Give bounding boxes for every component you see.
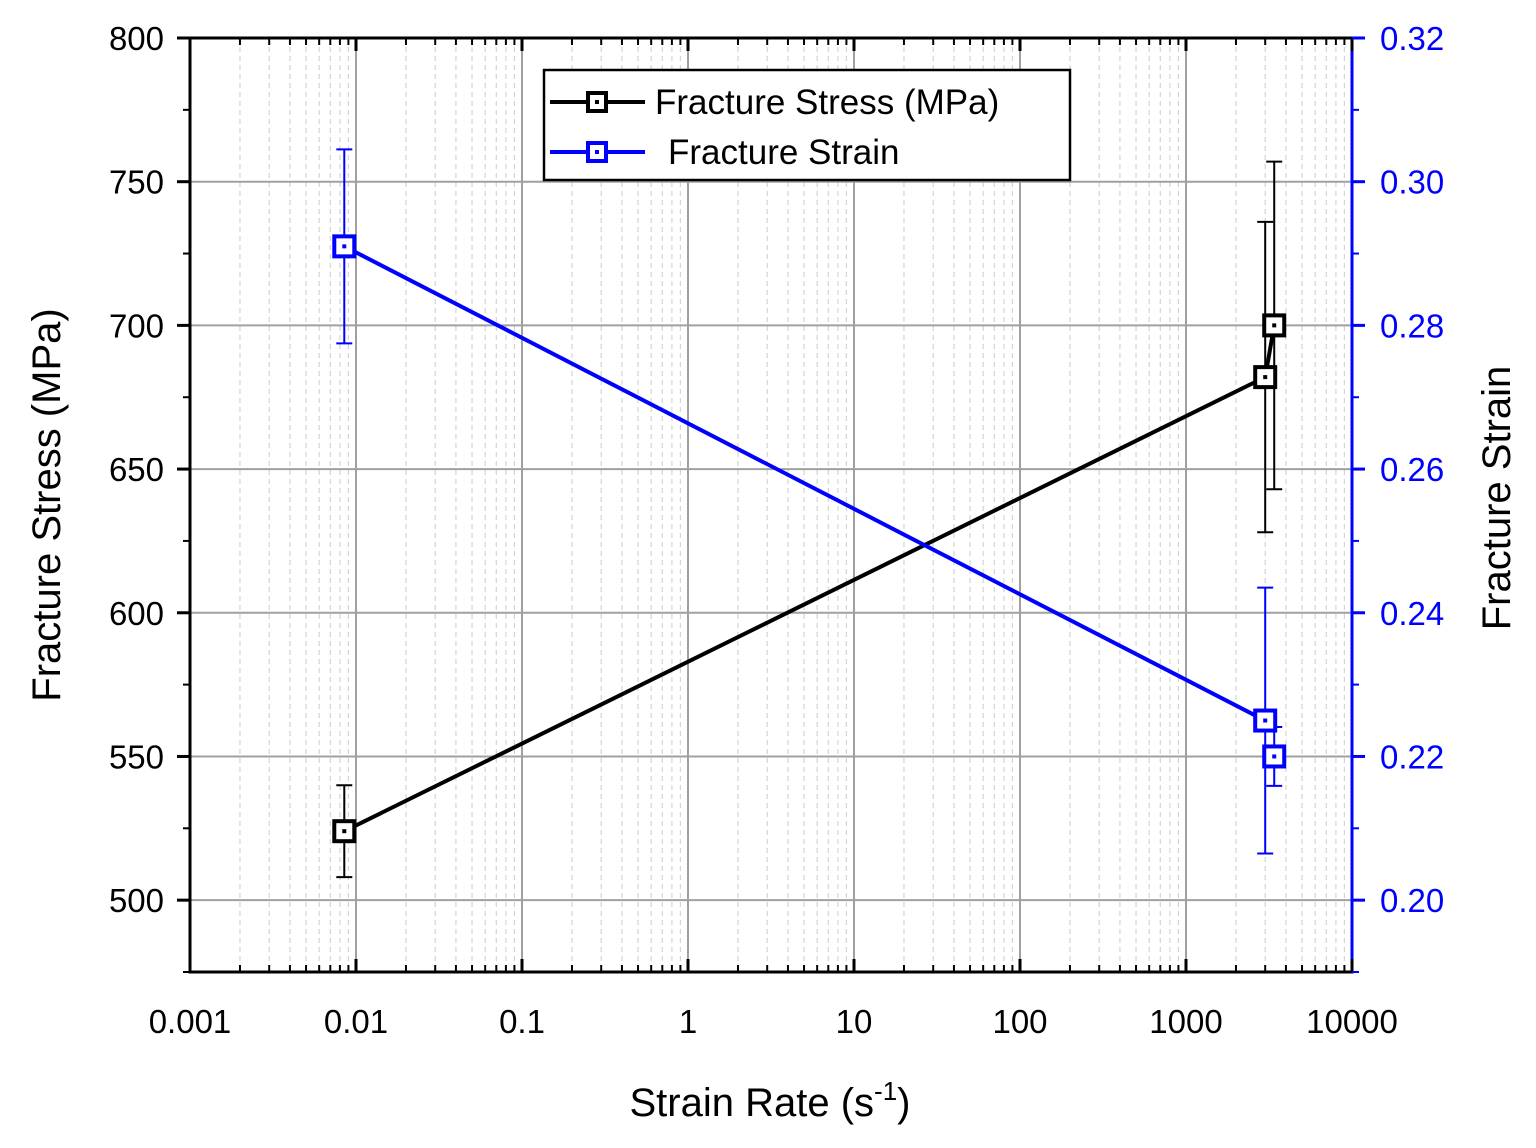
y-tick-label: 750 — [109, 164, 164, 201]
x-tick-label: 1 — [679, 1003, 697, 1040]
data-point-center — [1263, 718, 1268, 723]
legend-box — [542, 68, 1072, 182]
y2-tick-label: 0.32 — [1380, 20, 1444, 57]
y-tick-label: 650 — [109, 451, 164, 488]
x-tick-label: 1000 — [1149, 1003, 1222, 1040]
data-point-center — [342, 244, 347, 249]
y2-tick-label: 0.30 — [1380, 164, 1444, 201]
y2-tick-label: 0.20 — [1380, 882, 1444, 919]
y2-tick-label: 0.24 — [1380, 595, 1444, 632]
legend-stress-marker-dot — [595, 100, 599, 104]
data-points — [332, 234, 1287, 844]
y2-tick-label: 0.26 — [1380, 451, 1444, 488]
y2-tick-label: 0.28 — [1380, 307, 1444, 344]
y-tick-label: 500 — [109, 882, 164, 919]
tick-labels: 0.001 0.01 0.1 1 10 100 1000 10000 500 550 600 650 7… — [109, 20, 1444, 1040]
series-lines — [343, 244, 1277, 833]
y-tick-label: 700 — [109, 307, 164, 344]
gridlines — [190, 38, 1352, 972]
data-point-center — [1263, 375, 1268, 380]
error-bars — [336, 148, 1283, 879]
x-tick-label: 0.01 — [324, 1003, 388, 1040]
y2-tick-label: 0.22 — [1380, 738, 1444, 775]
y-tick-label: 800 — [109, 20, 164, 57]
legend-strain-marker-dot — [595, 150, 599, 154]
axis-ticks — [177, 36, 1365, 973]
x-tick-label: 0.1 — [499, 1003, 545, 1040]
legend-label-stress: Fracture Stress (MPa) — [655, 83, 999, 122]
legend-item-strain: Fracture Strain — [550, 133, 899, 172]
y-tick-label: 600 — [109, 595, 164, 632]
data-point-center — [342, 829, 347, 834]
x-tick-label: 10 — [836, 1003, 873, 1040]
x-tick-label: 100 — [992, 1003, 1047, 1040]
x-tick-label: 10000 — [1306, 1003, 1398, 1040]
series-line-0 — [343, 325, 1277, 833]
legend-label-strain: Fracture Strain — [668, 133, 899, 172]
legend: Fracture Stress (MPa) Fracture Strain — [542, 68, 1072, 182]
data-point-center — [1272, 323, 1277, 328]
legend-item-stress: Fracture Stress (MPa) — [550, 83, 999, 122]
y-tick-label: 550 — [109, 738, 164, 775]
y2-axis-title: Fracture Strain — [1475, 366, 1519, 631]
y-axis-title: Fracture Stress (MPa) — [25, 308, 69, 701]
data-point-center — [1272, 754, 1277, 759]
x-tick-label: 0.001 — [149, 1003, 232, 1040]
x-axis-title: Strain Rate (s-1) — [630, 1076, 911, 1125]
series-line-1 — [343, 244, 1267, 723]
